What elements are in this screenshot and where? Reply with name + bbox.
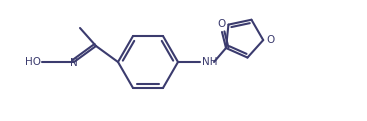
Text: N: N [70,58,78,68]
Text: O: O [218,19,226,29]
Text: HO: HO [25,57,41,67]
Text: NH: NH [202,57,218,67]
Text: O: O [266,35,275,45]
